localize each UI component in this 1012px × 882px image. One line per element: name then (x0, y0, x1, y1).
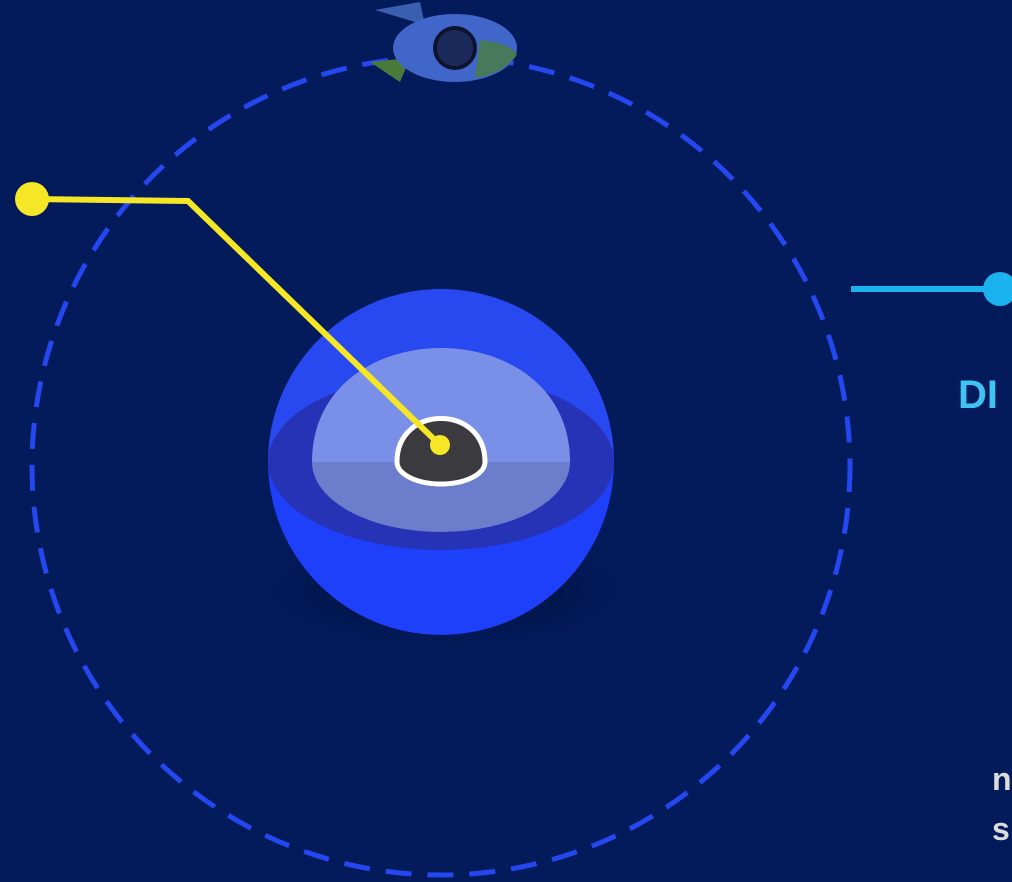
orbit-ring (29, 54, 853, 878)
pointer-end (430, 435, 450, 455)
rocket (370, 2, 517, 82)
connector-dot (983, 272, 1012, 306)
pointer-dot (15, 182, 49, 216)
label-line: n (992, 761, 1012, 797)
label-heading: DI (958, 373, 998, 417)
pointer-line (31, 196, 443, 448)
sphere (268, 289, 614, 635)
label-line: s (992, 811, 1010, 847)
